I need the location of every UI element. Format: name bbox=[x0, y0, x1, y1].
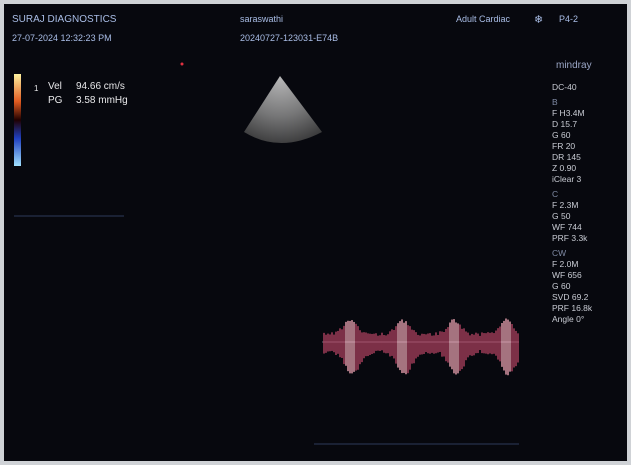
parameter-panel: DC-40 BF H3.4M D 15.7 G 60 FR 20 DR 145 Z 0.9… bbox=[552, 82, 624, 325]
parameter: WF 656 bbox=[552, 270, 624, 281]
group-title: CW bbox=[552, 248, 624, 259]
b-mode-sector bbox=[244, 76, 322, 143]
parameter: iClear 3 bbox=[552, 174, 624, 185]
date-time: 27-07-2024 12:32:23 PM bbox=[12, 33, 112, 43]
parameter: FR 20 bbox=[552, 141, 624, 152]
exam-id: 20240727-123031-E74B bbox=[240, 33, 338, 43]
color-bar bbox=[14, 74, 21, 166]
image-area bbox=[4, 4, 627, 461]
parameter: Z 0.90 bbox=[552, 163, 624, 174]
vel-value: 94.66 cm/s bbox=[76, 81, 125, 92]
parameter: SVD 69.2 bbox=[552, 292, 624, 303]
parameter: Angle 0° bbox=[552, 314, 624, 325]
parameter: WF 744 bbox=[552, 222, 624, 233]
freeze-icon: ❄ bbox=[534, 13, 543, 26]
pg-label: PG bbox=[48, 95, 62, 106]
parameter: G 60 bbox=[552, 281, 624, 292]
mode: DC-40 bbox=[552, 82, 624, 93]
parameter: F 2.0M bbox=[552, 259, 624, 270]
parameter: F H3.4M bbox=[552, 108, 624, 119]
group-title: C bbox=[552, 189, 624, 200]
parameter: F 2.3M bbox=[552, 200, 624, 211]
clinic-name: SURAJ DIAGNOSTICS bbox=[12, 14, 116, 25]
group-title: B bbox=[552, 97, 624, 108]
patient-name: saraswathi bbox=[240, 14, 283, 24]
parameter: D 15.7 bbox=[552, 119, 624, 130]
probe: P4-2 bbox=[559, 14, 578, 24]
parameter: PRF 16.8k bbox=[552, 303, 624, 314]
preset: Adult Cardiac bbox=[456, 14, 510, 24]
parameter: G 60 bbox=[552, 130, 624, 141]
parameter: DR 145 bbox=[552, 152, 624, 163]
marker bbox=[181, 63, 184, 66]
ultrasound-screen: SURAJ DIAGNOSTICS 27-07-2024 12:32:23 PM… bbox=[4, 4, 627, 461]
meas-index: 1 bbox=[34, 84, 38, 93]
parameter: G 50 bbox=[552, 211, 624, 222]
pg-value: 3.58 mmHg bbox=[76, 95, 128, 106]
brand: mindray bbox=[556, 60, 592, 71]
vel-label: Vel bbox=[48, 81, 62, 92]
parameter: PRF 3.3k bbox=[552, 233, 624, 244]
doppler-spectrum bbox=[324, 319, 518, 376]
